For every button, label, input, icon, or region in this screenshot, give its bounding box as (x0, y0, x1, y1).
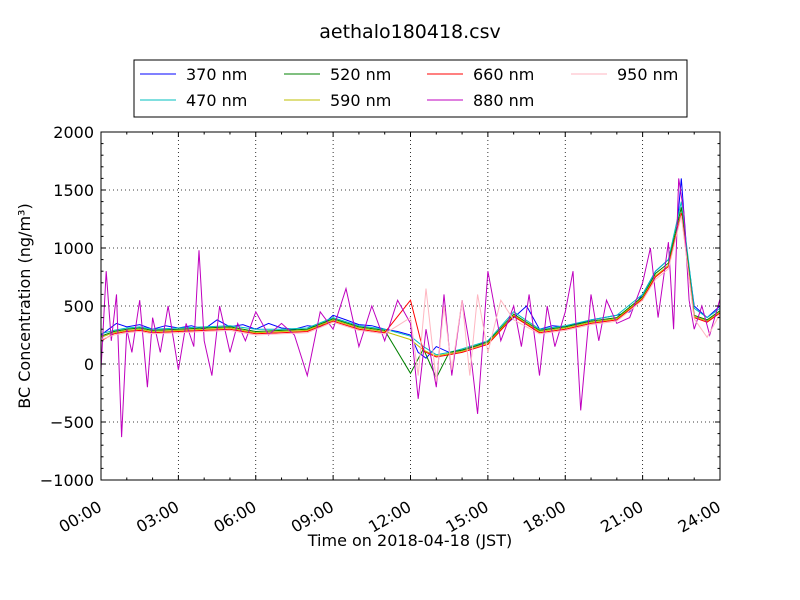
legend-label: 470 nm (186, 91, 247, 110)
series-line-880-nm (101, 178, 720, 438)
legend-box (133, 59, 688, 118)
y-tick-label: −500 (50, 413, 94, 432)
y-tick-label: −1000 (40, 471, 94, 490)
y-tick-label: 1000 (53, 239, 94, 258)
y-tick-labels: −1000 −500 0 500 1000 1500 2000 (40, 123, 94, 490)
legend-label: 590 nm (330, 91, 391, 110)
x-tick-label: 00:00 (56, 497, 105, 537)
x-tick-label: 21:00 (597, 497, 646, 537)
y-tick-label: 0 (84, 355, 94, 374)
y-axis-label: BC Concentration (ng/m³) (15, 203, 34, 408)
legend: 370 nm 470 nm 520 nm 590 nm 660 nm 880 nm 950 … (133, 59, 688, 118)
y-tick-label: 500 (63, 297, 94, 316)
y-tick-label: 1500 (53, 181, 94, 200)
axis-ticks (100, 131, 721, 481)
x-tick-label: 18:00 (520, 497, 569, 537)
legend-label: 880 nm (473, 91, 534, 110)
x-tick-label: 24:00 (675, 497, 724, 537)
series-lines (101, 178, 720, 438)
legend-label: 370 nm (186, 65, 247, 84)
x-tick-label: 03:00 (133, 497, 182, 537)
plot-area (101, 132, 720, 480)
x-tick-label: 06:00 (210, 497, 259, 537)
y-tick-label: 2000 (53, 123, 94, 142)
chart-title: aethalo180418.csv (319, 21, 501, 43)
series-line-950-nm (101, 215, 720, 382)
x-axis-label: Time on 2018-04-18 (JST) (307, 531, 512, 550)
legend-label: 660 nm (473, 65, 534, 84)
legend-label: 520 nm (330, 65, 391, 84)
series-line-660-nm (101, 213, 720, 358)
legend-label: 950 nm (617, 65, 678, 84)
